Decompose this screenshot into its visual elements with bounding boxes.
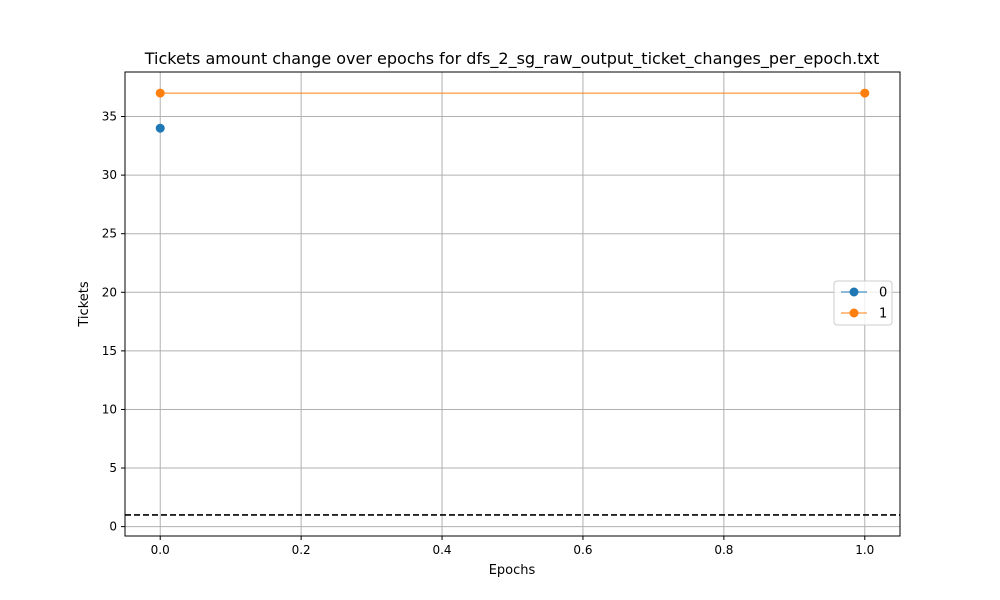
legend: 01 [833,280,893,326]
legend-label: 1 [879,307,887,322]
y-tick-label: 35 [102,110,117,124]
chart-title: Tickets amount change over epochs for df… [144,49,880,69]
x-tick-label: 0.2 [292,543,311,557]
ticks: 0.0 0.2 0.4 0.6 0.8 1.0 0 5 10 15 20 25 30 35 [102,110,875,557]
legend-swatch-marker [849,287,859,297]
x-tick-label: 1.0 [855,543,874,557]
x-tick-label: 0.0 [151,543,170,557]
series-layer [155,88,870,133]
x-axis-label: Epochs [489,563,536,578]
x-tick-label: 0.4 [432,543,451,557]
y-tick-label: 10 [102,402,117,416]
y-tick-label: 20 [102,285,117,299]
series-1-point [860,88,870,98]
legend-swatch-marker [849,308,859,318]
x-tick-label: 0.6 [573,543,592,557]
series-0-point [155,123,165,133]
series-1-point [155,88,165,98]
y-tick-label: 30 [102,168,117,182]
y-tick-label: 0 [109,520,117,534]
y-tick-label: 5 [109,461,117,475]
y-tick-label: 15 [102,344,117,358]
legend-label: 0 [879,286,887,301]
grid [125,72,900,536]
y-axis-label: Tickets [77,281,92,327]
x-tick-label: 0.8 [714,543,733,557]
y-tick-label: 25 [102,227,117,241]
plot-area-frame [124,71,901,537]
